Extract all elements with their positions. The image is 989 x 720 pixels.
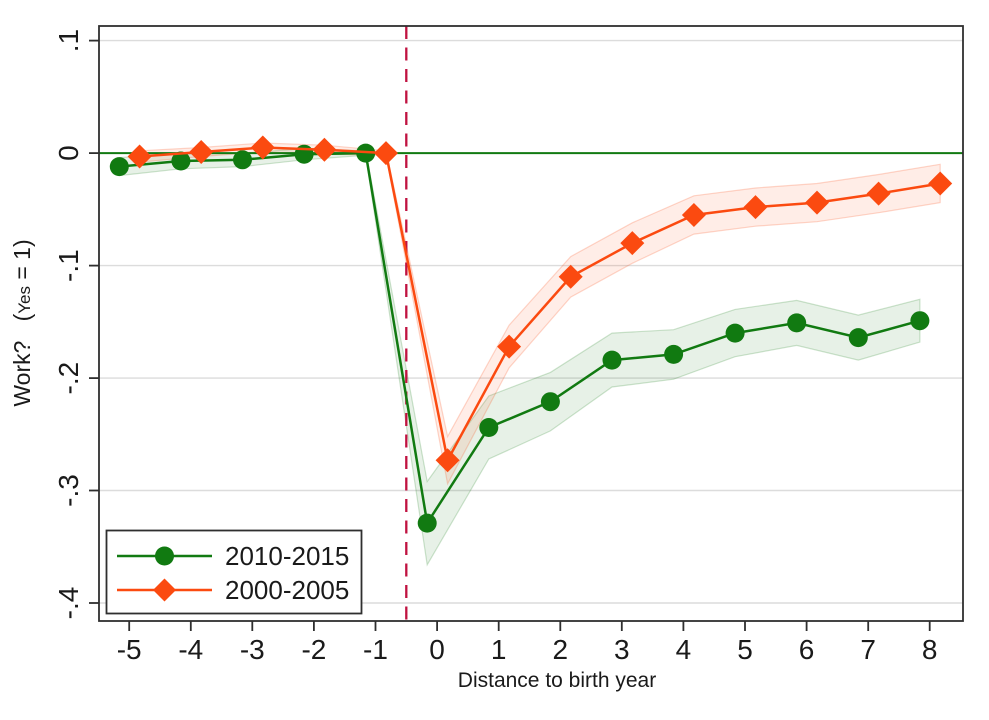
data-point-2000-2005 — [189, 140, 214, 164]
x-tick-label: -5 — [117, 634, 142, 665]
y-tick-label: -.2 — [53, 362, 84, 395]
data-point-2010-2015 — [725, 323, 745, 343]
data-point-2010-2015 — [664, 344, 684, 364]
x-axis-title: Distance to birth year — [458, 669, 656, 692]
data-point-2010-2015 — [417, 513, 437, 533]
x-tick-label: -3 — [240, 634, 265, 665]
data-point-2010-2015 — [479, 418, 499, 437]
data-point-2000-2005 — [497, 334, 522, 359]
data-point-2000-2005 — [928, 171, 953, 196]
data-point-2010-2015 — [602, 350, 622, 370]
y-tick-label: -.4 — [53, 587, 84, 620]
x-tick-label: -4 — [178, 634, 203, 665]
x-tick-label: -2 — [301, 634, 326, 665]
x-tick-label: 8 — [922, 634, 938, 665]
data-point-2000-2005 — [435, 448, 460, 473]
legend-item-2000-2005: 2000-2005 — [117, 575, 349, 605]
data-point-2010-2015 — [171, 151, 191, 171]
x-tick-label: -1 — [363, 634, 388, 665]
x-tick-label: 0 — [429, 634, 445, 665]
x-tick-label: 3 — [614, 634, 630, 665]
data-point-2000-2005 — [127, 144, 152, 169]
x-tick-label: 5 — [737, 634, 753, 665]
x-tick-label: 1 — [491, 634, 507, 665]
series-line-2010-2015 — [119, 151, 921, 527]
y-tick-label: -.1 — [53, 249, 84, 282]
y-tick-label: -.3 — [53, 474, 84, 507]
data-point-2000-2005 — [620, 231, 645, 256]
series-lines-and-markers — [109, 135, 953, 533]
legend-box — [105, 529, 363, 615]
x-tick-label: 4 — [676, 634, 692, 665]
axis-ticks-and-labels: -5 -4 -3 -2 -1 0 1 2 3 4 5 6 7 8 .1 0 -.1 -.2 -.3 -.4 — [53, 29, 938, 665]
legend-label-2000-2005: 2000-2005 — [225, 575, 349, 605]
legend-label-2010-2015: 2010-2015 — [225, 541, 349, 571]
data-point-2000-2005 — [312, 137, 337, 162]
data-point-2000-2005 — [805, 190, 829, 215]
y-tick-label: .1 — [53, 29, 84, 52]
legend-diamond-marker — [153, 578, 176, 602]
data-point-2010-2015 — [848, 328, 868, 348]
x-tick-label: 2 — [553, 634, 569, 665]
data-point-2010-2015 — [787, 313, 807, 333]
data-point-2000-2005 — [743, 195, 768, 220]
plot-border — [98, 25, 964, 622]
data-point-2000-2005 — [250, 135, 275, 160]
legend-item-2010-2015: 2010-2015 — [117, 541, 349, 571]
y-tick-label: 0 — [53, 145, 84, 161]
data-point-2010-2015 — [540, 392, 560, 412]
data-point-2010-2015 — [109, 157, 129, 177]
legend-circle-marker — [155, 546, 174, 566]
data-point-2000-2005 — [558, 264, 583, 289]
data-point-2010-2015 — [233, 150, 252, 170]
data-point-2000-2005 — [374, 141, 398, 166]
x-tick-label: 7 — [860, 634, 876, 665]
data-point-2000-2005 — [866, 181, 891, 206]
legend: 2010-2015 2000-2005 — [105, 529, 363, 615]
data-point-2010-2015 — [910, 311, 930, 331]
data-point-2000-2005 — [681, 203, 706, 227]
y-axis-title: Work? (Yes = 1) — [9, 239, 35, 406]
x-tick-label: 6 — [799, 634, 815, 665]
